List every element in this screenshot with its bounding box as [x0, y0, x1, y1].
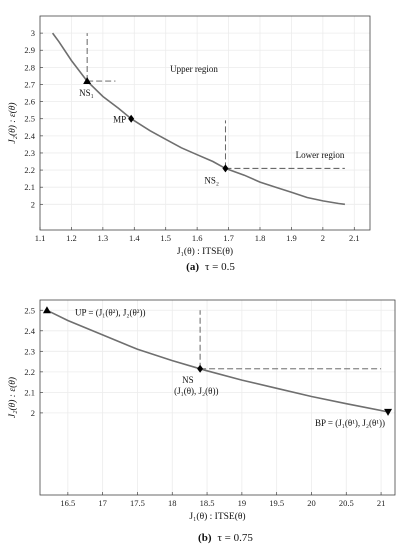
pareto-front-line [51, 32, 346, 206]
region-annotation: Lower region [296, 150, 345, 160]
point-label-secondary: (J₁(θ), J₂(θ)) [174, 386, 218, 396]
x-tick-label: 1.3 [98, 233, 109, 243]
y-axis-label: J₂(θ) : ε(θ) [7, 377, 18, 418]
y-tick-label: 2 [31, 408, 35, 418]
y-tick-label: 2.6 [24, 97, 35, 107]
x-tick-label: 20 [307, 498, 316, 508]
caption-text: τ = 0.5 [205, 261, 235, 273]
x-tick-label: 1.1 [35, 233, 46, 243]
y-tick-label: 2.1 [24, 182, 35, 192]
marker-triangle-down [384, 408, 393, 416]
y-tick-label: 2.2 [24, 165, 35, 175]
x-tick-label: 2.1 [349, 233, 360, 243]
marker-diamond [128, 114, 135, 123]
plot-frame [39, 15, 371, 231]
x-tick-label: 17 [98, 498, 107, 508]
point-label: NS₁ [79, 88, 94, 98]
x-tick-label: 21 [377, 498, 386, 508]
x-tick-label: 20.5 [339, 498, 354, 508]
x-tick-label: 17.5 [130, 498, 145, 508]
y-tick-label: 2.4 [24, 131, 35, 141]
x-tick-label: 19 [238, 498, 247, 508]
caption-text: τ = 0.75 [218, 532, 254, 544]
x-tick-label: 16.5 [60, 498, 75, 508]
y-tick-label: 2.3 [24, 346, 35, 356]
caption-label: (b) [198, 532, 212, 544]
y-tick-label: 2.5 [24, 305, 35, 315]
y-tick-label: 2.2 [24, 367, 35, 377]
marker-diamond [222, 164, 229, 173]
y-tick-label: 2.1 [24, 387, 35, 397]
point-label: NS₂ [204, 175, 219, 185]
marker-triangle [83, 77, 92, 85]
y-tick-label: 2.7 [24, 79, 35, 89]
point-label: BP = (J₁(θ¹), J₂(θ¹)) [315, 418, 385, 428]
region-annotation: Upper region [170, 64, 218, 74]
point-label: NS [182, 375, 194, 385]
point-label: MP [113, 115, 126, 125]
plot-frame [39, 299, 396, 496]
x-tick-label: 1.2 [66, 233, 77, 243]
point-label: UP = (J₁(θ²), J₂(θ²)) [75, 307, 146, 317]
x-tick-label: 1.9 [286, 233, 297, 243]
x-tick-label: 18.5 [200, 498, 215, 508]
marker-triangle [42, 306, 51, 314]
y-tick-label: 2.5 [24, 114, 35, 124]
x-tick-label: 1.4 [129, 233, 140, 243]
x-axis-label: J₁(θ) : ITSE(θ) [177, 246, 233, 257]
y-tick-label: 2.3 [24, 148, 35, 158]
marker-diamond [197, 364, 204, 373]
x-tick-label: 1.5 [160, 233, 171, 243]
y-tick-label: 2.9 [24, 45, 35, 55]
pareto-front-line [46, 309, 389, 413]
x-tick-label: 1.8 [255, 233, 266, 243]
y-tick-label: 2.4 [24, 326, 35, 336]
x-tick-label: 19.5 [269, 498, 284, 508]
x-tick-label: 2 [321, 233, 325, 243]
caption-label: (a) [186, 261, 199, 273]
x-tick-label: 18 [168, 498, 177, 508]
x-tick-label: 1.6 [192, 233, 203, 243]
x-tick-label: 1.7 [223, 233, 234, 243]
y-axis-label: J₂(θ) : ε(θ) [7, 102, 18, 143]
y-tick-label: 3 [31, 28, 35, 38]
y-tick-label: 2 [31, 199, 35, 209]
x-axis-label: J₁(θ) : ITSE(θ) [189, 511, 245, 522]
y-tick-label: 2.8 [24, 62, 35, 72]
